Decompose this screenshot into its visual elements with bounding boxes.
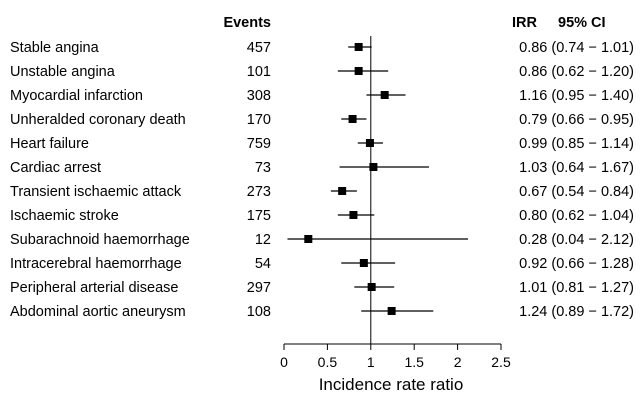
row-ci-text: 0.79 (0.66 − 0.95) [519,112,634,128]
row-label: Abdominal aortic aneurysm [10,304,186,320]
row-events: 273 [247,184,271,200]
row-ci-text: 0.28 (0.04 − 2.12) [519,232,634,248]
forest-row: Myocardial infarction 308 1.16 (0.95 − 1.4… [10,88,634,104]
x-axis-ticks: 0 0.5 1 1.5 2 2.5 [280,344,511,370]
row-events: 297 [247,280,271,296]
row-events: 12 [255,232,271,248]
point-estimate [387,307,396,315]
row-ci-text: 0.86 (0.74 − 1.01) [519,40,634,56]
irr-header: IRR [512,15,538,31]
point-estimate [380,91,389,99]
x-tick-label: 1 [367,354,375,370]
point-estimate [349,211,358,219]
x-tick-label: 2.5 [491,354,511,370]
point-estimate [365,139,374,147]
ci-header: 95% CI [558,15,606,31]
point-estimate [304,235,313,243]
row-label: Myocardial infarction [10,88,143,104]
row-ci-text: 0.86 (0.62 − 1.20) [519,64,634,80]
row-ci-text: 1.03 (0.64 − 1.67) [519,160,634,176]
forest-row: Subarachnoid haemorrhage 12 0.28 (0.04 − 2… [10,232,634,248]
row-ci-text: 0.99 (0.85 − 1.14) [519,136,634,152]
x-tick-label: 0.5 [318,354,338,370]
point-estimate [359,259,368,267]
row-ci-text: 0.92 (0.66 − 1.28) [519,256,634,272]
point-estimate [354,67,363,75]
row-label: Peripheral arterial disease [10,280,178,296]
row-events: 308 [247,88,271,104]
row-label: Unheralded coronary death [10,112,186,128]
forest-row: Transient ischaemic attack 273 0.67 (0.54 … [10,184,634,200]
events-header: Events [223,15,271,31]
row-events: 73 [255,160,271,176]
row-events: 457 [247,40,271,56]
row-label: Cardiac arrest [10,160,101,176]
point-estimate [369,163,378,171]
row-label: Unstable angina [10,64,116,80]
row-label: Subarachnoid haemorrhage [10,232,190,248]
row-label: Stable angina [10,40,100,56]
forest-row: Heart failure 759 0.99 (0.85 − 1.14) [10,136,634,152]
row-ci-text: 0.67 (0.54 − 0.84) [519,184,634,200]
forest-row: Abdominal aortic aneurysm 108 1.24 (0.89 −… [10,304,634,320]
forest-row: Peripheral arterial disease 297 1.01 (0.81… [10,280,634,296]
row-ci-text: 1.24 (0.89 − 1.72) [519,304,634,320]
row-events: 759 [247,136,271,152]
point-estimate [367,283,376,291]
point-estimate [354,43,363,51]
x-axis-title: Incidence rate ratio [319,375,464,394]
forest-row: Cardiac arrest 73 1.03 (0.64 − 1.67) [10,160,634,176]
row-events: 175 [247,208,271,224]
row-events: 170 [247,112,271,128]
row-ci-text: 1.16 (0.95 − 1.40) [519,88,634,104]
x-tick-label: 1.5 [404,354,424,370]
row-ci-text: 1.01 (0.81 − 1.27) [519,280,634,296]
x-tick-label: 0 [280,354,288,370]
forest-row: Stable angina 457 0.86 (0.74 − 1.01) [10,40,634,56]
row-events: 54 [255,256,271,272]
row-events: 108 [247,304,271,320]
row-label: Intracerebral haemorrhage [10,256,182,272]
row-label: Ischaemic stroke [10,208,119,224]
row-ci-text: 0.80 (0.62 − 1.04) [519,208,634,224]
point-estimate [338,187,347,195]
forest-rows: Stable angina 457 0.86 (0.74 − 1.01) Unstab… [10,40,634,320]
forest-row: Unheralded coronary death 170 0.79 (0.66 −… [10,112,634,128]
x-tick-label: 2 [454,354,462,370]
forest-row: Intracerebral haemorrhage 54 0.92 (0.66 − … [10,256,634,272]
forest-row: Unstable angina 101 0.86 (0.62 − 1.20) [10,64,634,80]
row-label: Heart failure [10,136,89,152]
row-label: Transient ischaemic attack [10,184,182,200]
row-events: 101 [247,64,271,80]
point-estimate [348,115,357,123]
forest-row: Ischaemic stroke 175 0.80 (0.62 − 1.04) [10,208,634,224]
